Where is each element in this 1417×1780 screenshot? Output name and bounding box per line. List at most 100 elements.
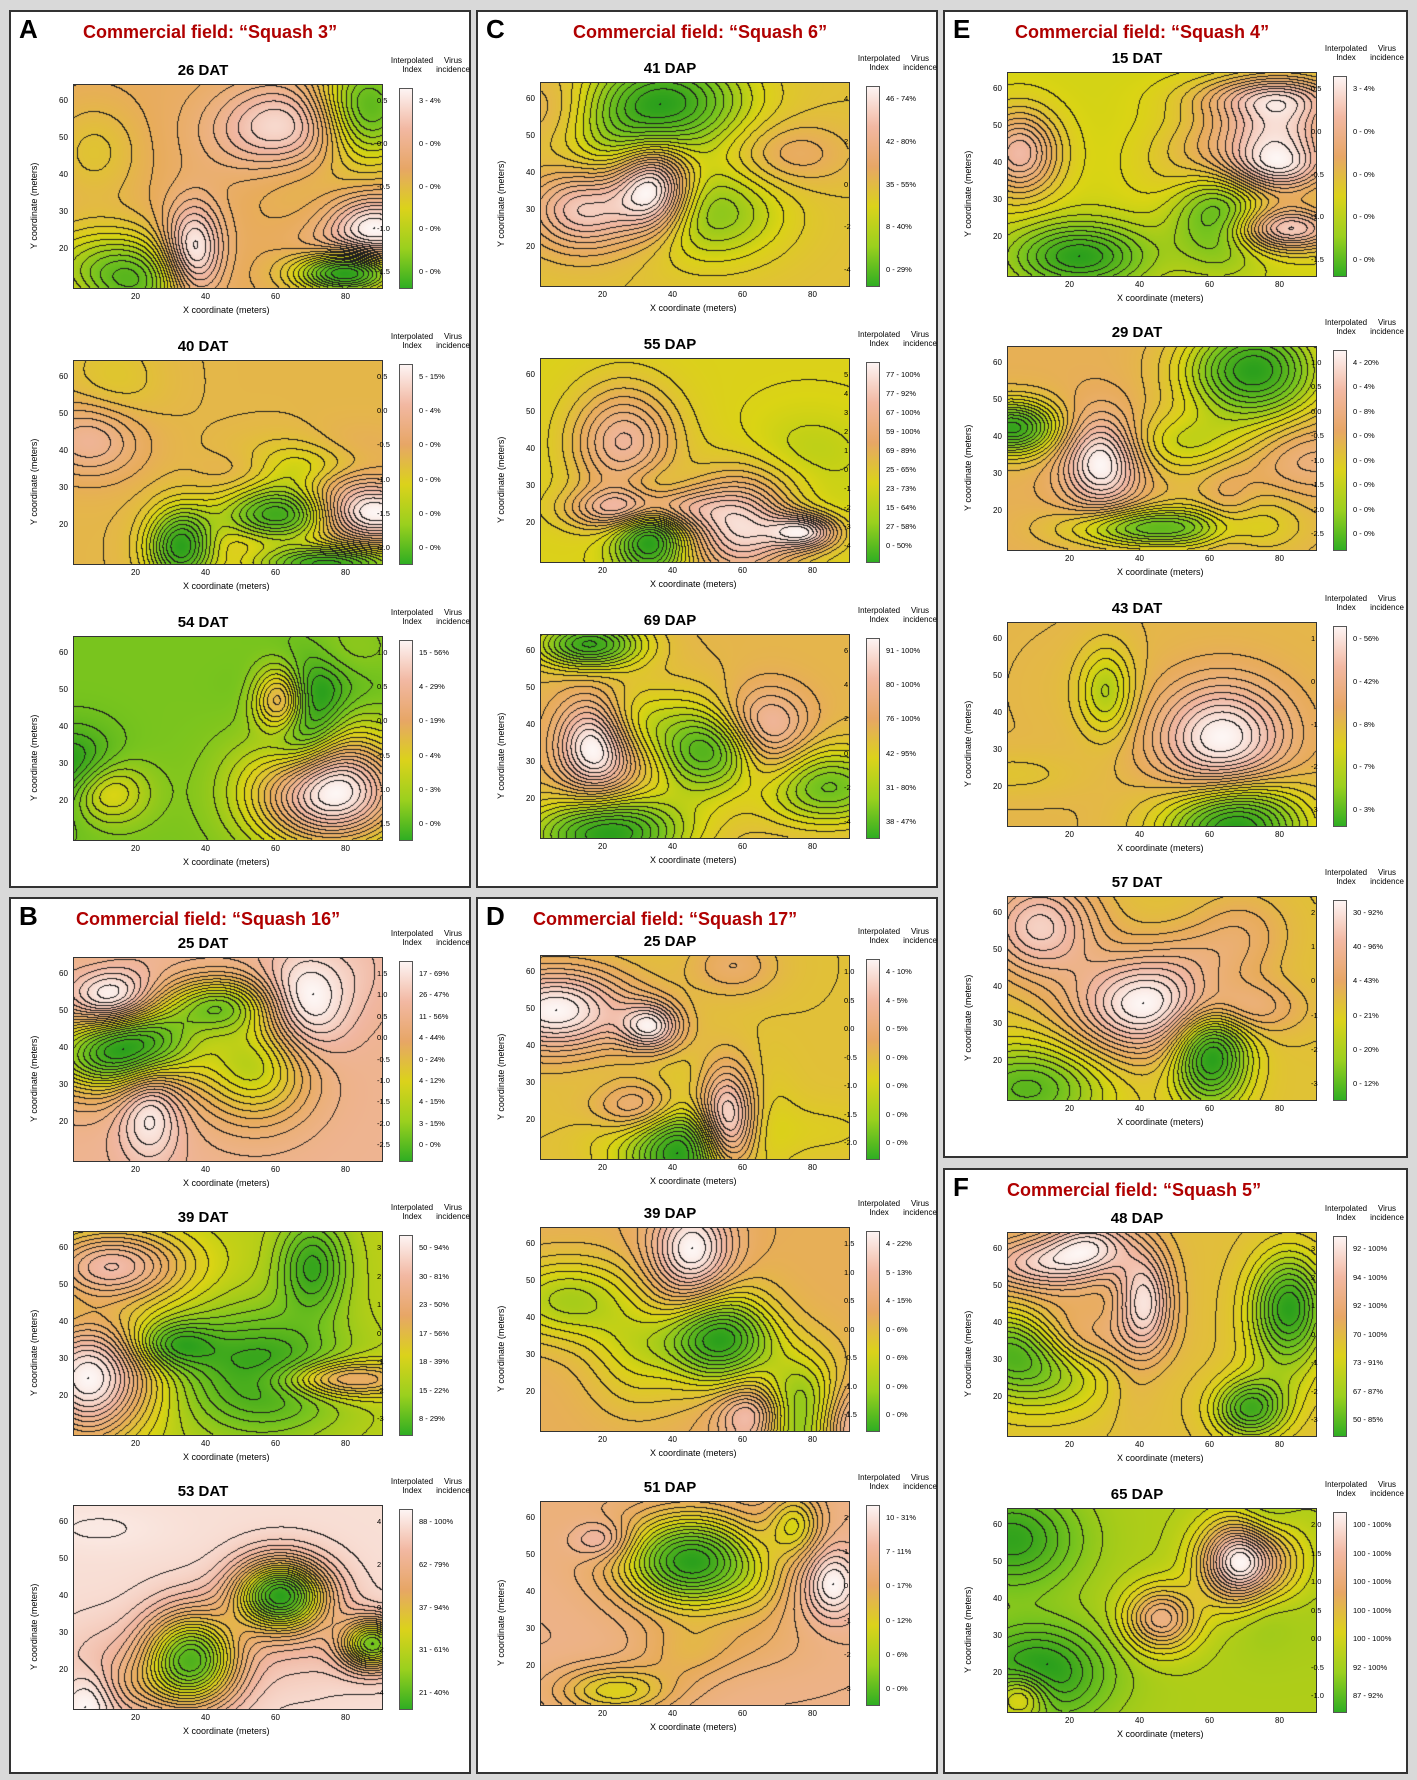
x-tick-label: 80: [341, 1439, 350, 1448]
y-tick-label: 30: [993, 1019, 1002, 1028]
legend-incidence-value: 4 - 15%: [419, 1097, 445, 1107]
contour-surface: [541, 635, 849, 838]
legend-incidence-value: 77 - 92%: [886, 389, 917, 398]
legend-index-tick: -2: [1311, 1044, 1318, 1054]
legend-index-tick: 0.0: [844, 1024, 855, 1033]
legend-color-bar: [1333, 350, 1347, 551]
y-tick-label: 30: [526, 1078, 535, 1087]
x-tick-label: 20: [598, 1435, 607, 1444]
y-tick-label: 20: [993, 1392, 1002, 1401]
legend-index-tick: 0.0: [1311, 406, 1322, 416]
legend-index-tick: 4: [844, 680, 849, 690]
legend-incidence-value: 0 - 56%: [1353, 634, 1379, 643]
y-tick-label: 40: [526, 720, 535, 729]
y-tick-label: 30: [59, 1354, 68, 1363]
x-tick-label: 20: [1065, 1104, 1074, 1113]
interpolated-map: [73, 957, 383, 1162]
legend-index-tick: 1: [844, 1547, 849, 1557]
y-axis-title: Y coordinate (meters): [29, 714, 39, 801]
legend-index-tick: -1.0: [1311, 212, 1324, 222]
legend-index-tick: 0.5: [1311, 1605, 1322, 1615]
y-tick-label: 40: [993, 1318, 1002, 1327]
legend-index-tick: -2: [844, 222, 851, 232]
interpolated-map: [73, 636, 383, 841]
x-tick-label: 60: [1205, 1440, 1214, 1449]
y-tick-label: 20: [59, 1117, 68, 1126]
legend-index-tick: 1: [844, 446, 849, 455]
legend-index-tick: 0: [844, 179, 849, 189]
y-tick-label: 40: [59, 446, 68, 455]
legend-index-tick: -2.5: [377, 1140, 390, 1149]
y-tick-label: 60: [526, 967, 535, 976]
legend-index-tick: -0.5: [844, 1353, 857, 1362]
x-tick-label: 60: [738, 1709, 747, 1718]
legend-index-tick: 0: [1311, 976, 1316, 986]
legend-color-bar: [866, 362, 880, 563]
x-tick-label: 20: [1065, 1440, 1074, 1449]
interpolated-map: [1007, 72, 1317, 277]
plot-time-label: 53 DAT: [177, 1483, 229, 1500]
y-tick-label: 50: [59, 1554, 68, 1563]
legend-incidence-title: Virus incidence: [436, 56, 470, 74]
legend-incidence-value: 31 - 80%: [886, 782, 917, 792]
field-title: Commercial field: “Squash 5”: [1007, 1180, 1262, 1200]
legend-incidence-title: Virus incidence: [903, 1199, 937, 1217]
x-tick-label: 20: [1065, 280, 1074, 289]
y-tick-label: 30: [526, 757, 535, 766]
plot-time-label: 54 DAT: [177, 614, 229, 631]
legend-color-bar: [1333, 626, 1347, 827]
y-tick-label: 50: [993, 121, 1002, 130]
x-tick-label: 80: [341, 1165, 350, 1174]
legend-index-tick: -1.5: [377, 267, 390, 276]
legend-index-tick: 2: [1311, 1272, 1316, 1282]
x-tick-label: 40: [668, 566, 677, 575]
panel-d: D Commercial field: “Squash 17” 25 DAP 60 50…: [476, 897, 938, 1774]
legend-index-tick: 0.0: [377, 406, 388, 416]
legend-incidence-title: Virus incidence: [436, 332, 470, 350]
legend-incidence-value: 50 - 94%: [419, 1243, 450, 1252]
legend-incidence-value: 0 - 6%: [886, 1649, 908, 1659]
y-tick-label: 50: [526, 131, 535, 140]
plot-time-label: 15 DAT: [1111, 50, 1163, 67]
x-tick-label: 20: [598, 842, 607, 851]
legend-index-tick: 0.0: [377, 716, 388, 726]
legend-incidence-value: 4 - 43%: [1353, 976, 1379, 986]
legend-index-tick: -1.0: [844, 1381, 857, 1391]
legend-incidence-value: 80 - 100%: [886, 680, 921, 690]
y-tick-label: 40: [993, 982, 1002, 991]
legend-index-tick: -2: [377, 1645, 384, 1655]
legend-incidence-value: 0 - 0%: [1353, 480, 1375, 490]
y-tick-label: 60: [59, 1517, 68, 1526]
legend-index-tick: -1: [1311, 719, 1318, 729]
legend-index-title: Interpolated Index: [857, 54, 901, 72]
legend-incidence-value: 18 - 39%: [419, 1357, 450, 1366]
y-axis-title: Y coordinate (meters): [496, 712, 506, 799]
panel-a: A Commercial field: “Squash 3” 26 DAT 60 50 4…: [9, 10, 471, 888]
y-tick-label: 30: [526, 1624, 535, 1633]
y-tick-label: 40: [993, 158, 1002, 167]
x-tick-label: 60: [271, 1439, 280, 1448]
y-axis-title: Y coordinate (meters): [496, 1305, 506, 1392]
legend-index-tick: -1.5: [377, 819, 390, 828]
legend-index-tick: 1.0: [377, 648, 388, 657]
legend-index-title: Interpolated Index: [390, 608, 434, 626]
legend-index-tick: 0.5: [377, 1011, 388, 1021]
legend-index-tick: 1.5: [1311, 1548, 1322, 1558]
y-axis-title: Y coordinate (meters): [963, 1586, 973, 1673]
y-tick-label: 60: [993, 908, 1002, 917]
y-tick-label: 50: [59, 685, 68, 694]
legend-incidence-value: 0 - 24%: [419, 1054, 445, 1064]
legend-incidence-value: 0 - 0%: [1353, 504, 1375, 514]
legend-incidence-value: 59 - 100%: [886, 427, 921, 436]
y-tick-label: 60: [59, 969, 68, 978]
legend-incidence-title: Virus incidence: [903, 1473, 937, 1491]
x-tick-label: 20: [131, 1713, 140, 1722]
legend-index-tick: 0: [844, 748, 849, 758]
legend-color-bar: [399, 1235, 413, 1436]
legend-incidence-value: 21 - 40%: [419, 1688, 450, 1697]
legend-index-title: Interpolated Index: [390, 1477, 434, 1495]
legend-incidence-value: 8 - 40%: [886, 222, 912, 232]
y-tick-label: 30: [993, 1355, 1002, 1364]
legend-index-tick: 1.5: [377, 969, 388, 978]
legend-incidence-value: 0 - 0%: [1353, 169, 1375, 179]
